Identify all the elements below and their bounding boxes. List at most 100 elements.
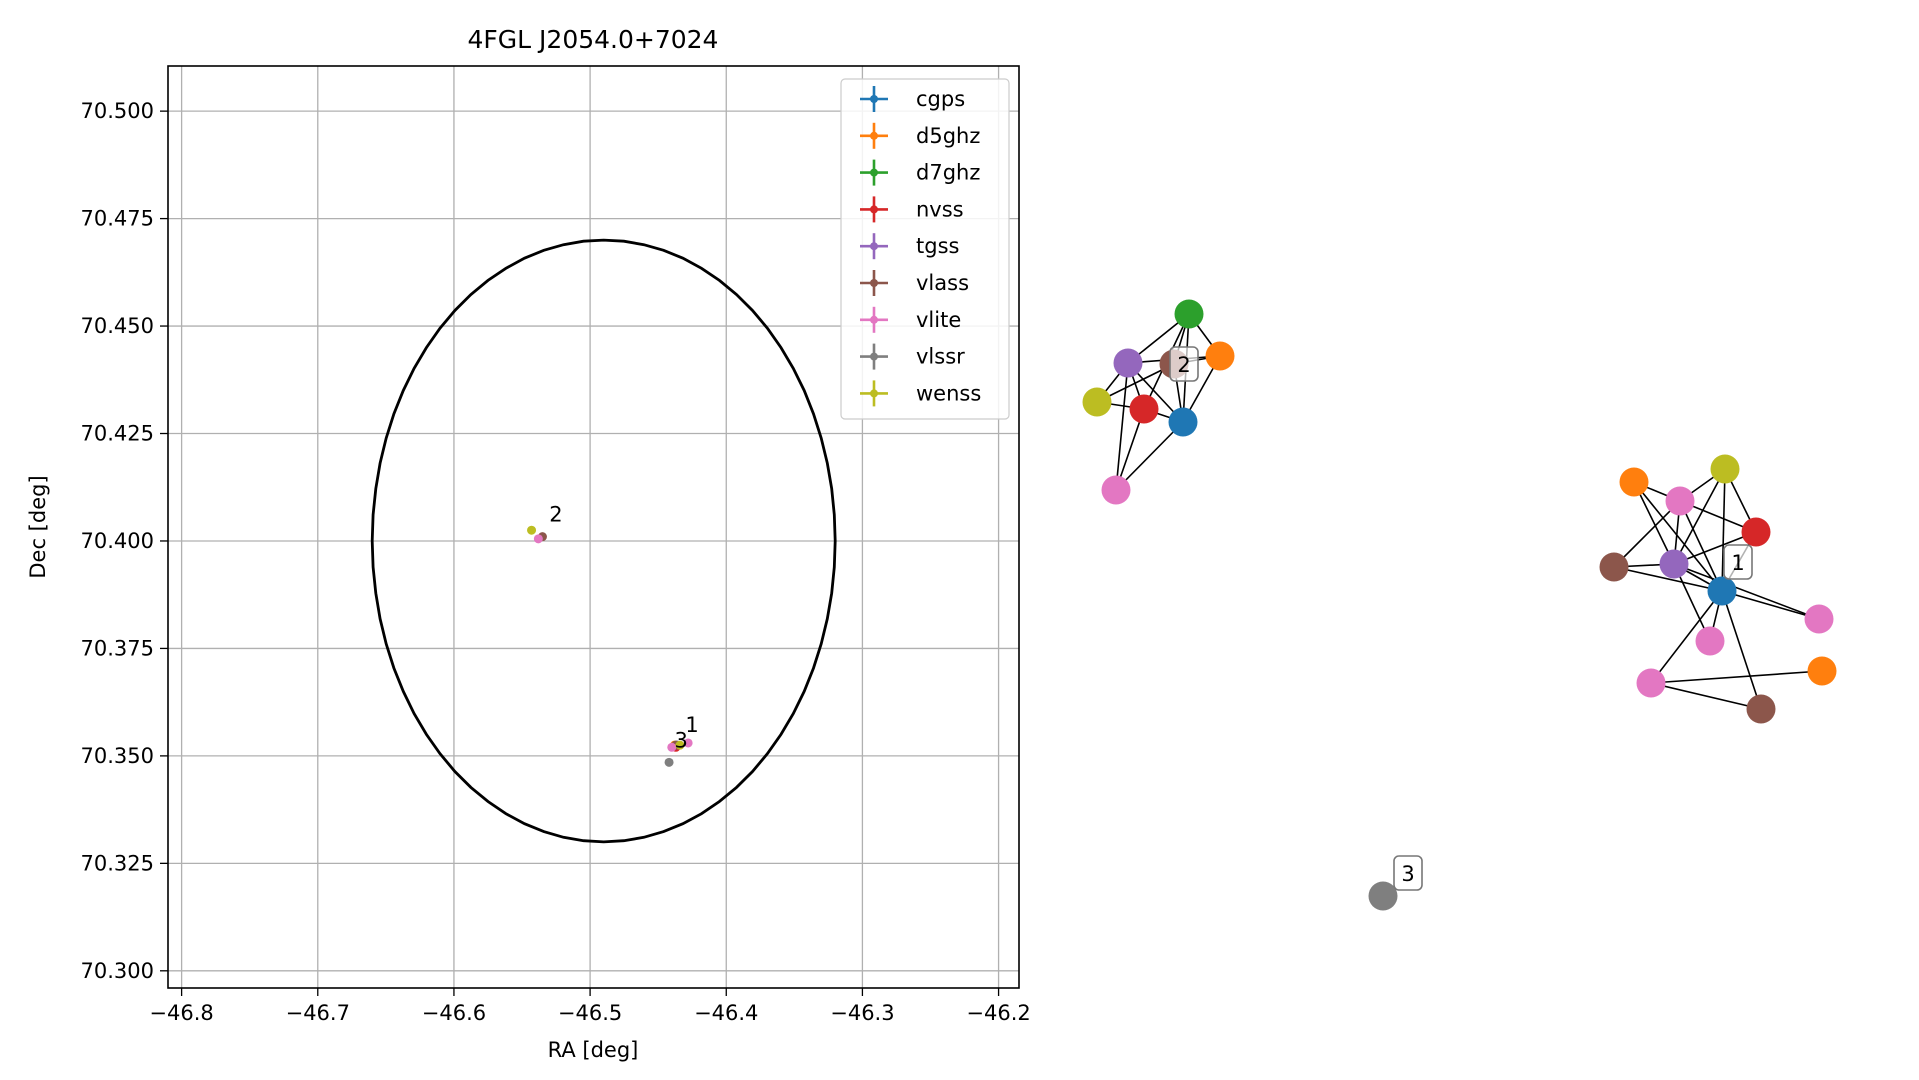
legend-marker-dot — [870, 95, 878, 103]
data-point-wenss — [527, 525, 537, 535]
cluster-label-text: 1 — [1731, 551, 1744, 575]
y-tick-label: 70.300 — [81, 959, 154, 983]
network-edge — [1613, 566, 1723, 592]
network-node — [1168, 407, 1198, 437]
x-tick-label: −46.7 — [286, 1001, 350, 1025]
legend-marker-dot — [870, 131, 878, 140]
legend-item-wenss: wenss — [860, 380, 981, 407]
network-edge — [1115, 421, 1184, 491]
network-node — [1174, 299, 1204, 329]
chart-title: 4FGL J2054.0+7024 — [468, 25, 719, 54]
legend-label: d7ghz — [916, 161, 980, 185]
legend-marker-dot — [870, 279, 878, 287]
legend-box — [840, 78, 1010, 420]
y-tick-label: 70.325 — [81, 851, 154, 875]
network-edge — [1613, 500, 1681, 568]
cluster-label-3: 3 — [1393, 855, 1423, 891]
legend-label: wenss — [916, 381, 981, 405]
point-annotation: 3 — [675, 728, 688, 752]
network-edge — [1650, 682, 1762, 710]
data-points — [527, 525, 693, 767]
data-point-vlite — [683, 738, 693, 748]
network-cluster-labels: 2 1 3 — [1169, 346, 1753, 891]
network-edge — [1721, 590, 1762, 710]
y-ticks: 70.300 70.325 70.350 70.375 70.400 70.425 70.4… — [81, 99, 168, 983]
network-node — [1368, 881, 1398, 911]
legend-item-vlass: vlass — [860, 270, 969, 296]
legend-item-tgss: tgss — [860, 233, 959, 260]
legend-item-d5ghz: d5ghz — [860, 122, 980, 149]
network-node — [1665, 486, 1695, 516]
network-node — [1082, 387, 1112, 417]
cluster-label-2: 2 — [1169, 346, 1199, 382]
network-edge — [1650, 590, 1723, 684]
network-node — [1746, 694, 1776, 724]
network-node — [1741, 517, 1771, 547]
y-tick-label: 70.475 — [81, 207, 154, 231]
cluster-label-box — [1169, 346, 1199, 382]
scatter-plot: 4FGL J2054.0+7024 213 −46.8 −46.7 −46.6 −46… — [26, 25, 1031, 1062]
legend-item-d7ghz: d7ghz — [860, 159, 980, 186]
legend-marker-dot — [870, 352, 878, 361]
network-edge — [1115, 362, 1129, 491]
network-edge — [1650, 670, 1823, 684]
x-tick-label: −46.2 — [966, 1001, 1030, 1025]
x-tick-label: −46.4 — [694, 1001, 758, 1025]
data-point-wenss — [675, 740, 685, 750]
network-node — [1113, 348, 1143, 378]
network-node — [1101, 475, 1131, 505]
network-edge — [1673, 468, 1726, 565]
legend-items: cgps d5ghz d7ghz nvss tgss vlass vlite vlssr wen… — [860, 86, 981, 407]
cluster-label-text: 2 — [1177, 353, 1190, 377]
legend-label: d5ghz — [916, 124, 980, 148]
point-annotations: 2 13 — [549, 503, 699, 753]
x-ticks: −46.8 −46.7 −46.6 −46.5 −46.4 −46.3 −46.2 — [149, 988, 1031, 1025]
legend-item-cgps: cgps — [860, 86, 965, 112]
network-node — [1804, 604, 1834, 634]
x-tick-label: −46.3 — [830, 1001, 894, 1025]
network-graph: 2 1 3 — [1082, 299, 1837, 911]
y-tick-label: 70.375 — [81, 636, 154, 660]
y-axis-label: Dec [deg] — [26, 475, 50, 578]
network-edge — [1721, 590, 1820, 620]
x-tick-label: −46.6 — [422, 1001, 486, 1025]
network-node — [1205, 341, 1235, 371]
network-edge — [1633, 481, 1675, 565]
uncertainty-ellipse-layer — [370, 238, 837, 844]
cluster-label-1: 1 — [1723, 544, 1753, 580]
legend-label: vlass — [916, 271, 969, 295]
network-node — [1659, 549, 1689, 579]
network-node — [1636, 668, 1666, 698]
point-annotation: 1 — [685, 713, 698, 737]
network-edge — [1673, 531, 1757, 565]
cluster-label-text: 3 — [1401, 862, 1414, 886]
legend-item-vlssr: vlssr — [860, 343, 965, 370]
legend-label: cgps — [916, 87, 965, 111]
x-tick-label: −46.8 — [149, 1001, 213, 1025]
y-tick-label: 70.400 — [81, 529, 154, 553]
network-edge — [1673, 563, 1820, 620]
legend-marker-dot — [870, 205, 878, 214]
network-nodes — [1082, 299, 1837, 911]
cluster-label-box — [1393, 855, 1423, 891]
network-node — [1710, 454, 1740, 484]
x-tick-label: −46.5 — [558, 1001, 622, 1025]
data-point-vlssr — [664, 757, 674, 767]
network-node — [1807, 656, 1837, 686]
legend-marker-dot — [870, 168, 878, 177]
plot-frame — [167, 65, 1020, 989]
point-annotation: 2 — [549, 503, 562, 527]
network-node — [1695, 626, 1725, 656]
legend-label: vlssr — [916, 345, 965, 369]
legend-item-nvss: nvss — [860, 196, 964, 223]
x-axis-label: RA [deg] — [548, 1038, 639, 1062]
legend-item-vlite: vlite — [860, 306, 961, 333]
network-node — [1599, 552, 1629, 582]
y-tick-label: 70.350 — [81, 744, 154, 768]
network-edge — [1633, 481, 1723, 592]
legend-label: nvss — [916, 197, 964, 221]
y-tick-label: 70.450 — [81, 314, 154, 338]
network-node — [1619, 467, 1649, 497]
legend-label: tgss — [916, 234, 959, 258]
